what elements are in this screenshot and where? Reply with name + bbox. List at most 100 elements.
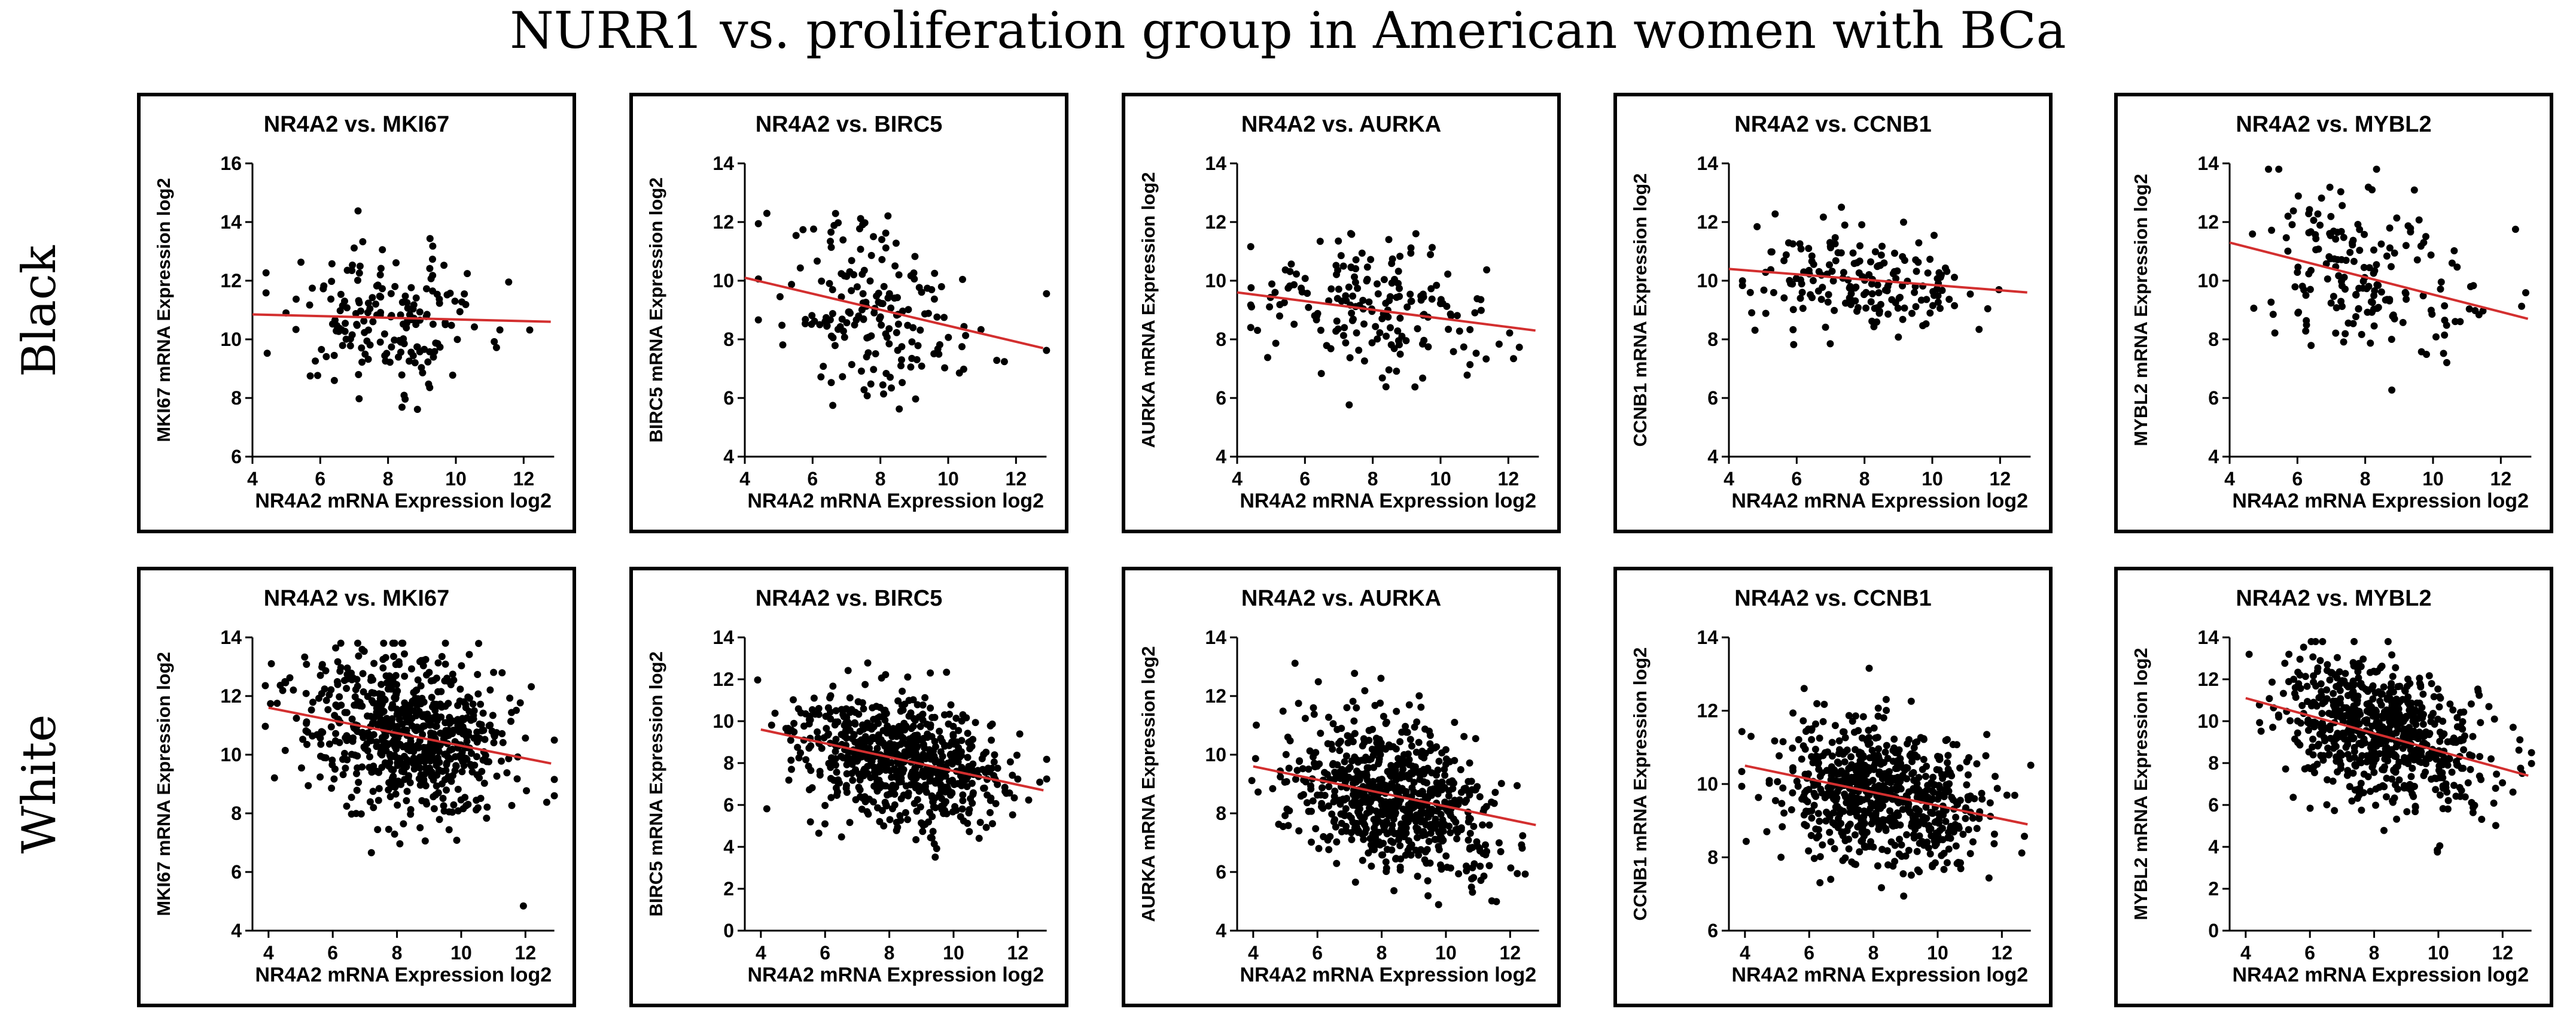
data-point <box>1405 701 1413 709</box>
data-point <box>309 284 316 292</box>
data-point <box>908 338 916 346</box>
data-point <box>2364 308 2371 316</box>
data-point <box>394 761 401 769</box>
data-point <box>1304 290 1311 297</box>
data-point <box>2333 674 2341 682</box>
data-point <box>2469 809 2477 816</box>
data-point <box>1424 795 1431 803</box>
data-point <box>1377 782 1385 789</box>
data-point <box>409 707 417 715</box>
data-point <box>357 810 365 818</box>
data-point <box>1471 309 1479 317</box>
data-point <box>1914 259 1922 266</box>
data-point <box>1814 760 1822 768</box>
data-point <box>2471 801 2478 809</box>
data-point <box>1333 317 1341 325</box>
data-point <box>493 772 501 780</box>
data-point <box>857 367 865 375</box>
x-tick-label: 10 <box>2422 468 2444 490</box>
data-point <box>1480 872 1488 880</box>
data-point <box>1388 279 1396 287</box>
data-point <box>2467 765 2474 773</box>
data-point <box>2318 195 2325 202</box>
points <box>1738 203 2003 348</box>
data-point <box>1351 273 1358 281</box>
data-point <box>412 727 420 734</box>
data-point <box>1924 785 1932 793</box>
data-point <box>2297 685 2304 692</box>
data-point <box>1427 251 1435 259</box>
data-point <box>392 690 400 698</box>
x-tick-label: 12 <box>1006 468 1027 490</box>
data-point <box>309 698 316 706</box>
data-point <box>432 791 440 799</box>
data-point <box>1390 887 1398 895</box>
data-point <box>2369 759 2377 767</box>
data-point <box>346 342 354 350</box>
data-point <box>2464 779 2472 786</box>
data-point <box>883 729 891 737</box>
y-axis-label: MKI67 mRNA Expression log2 <box>153 178 174 442</box>
data-point <box>2444 761 2452 769</box>
data-point <box>1360 320 1368 328</box>
data-point <box>1397 774 1405 782</box>
data-point <box>1867 258 1874 266</box>
data-point <box>911 765 919 773</box>
data-point <box>1421 725 1429 733</box>
data-point <box>2312 246 2320 254</box>
data-point <box>2380 714 2388 722</box>
data-point <box>2490 715 2498 723</box>
data-point <box>1951 302 1959 309</box>
data-point <box>2271 329 2279 337</box>
data-point <box>1354 790 1362 798</box>
data-point <box>2370 269 2377 277</box>
data-point <box>1852 297 1859 305</box>
data-point <box>848 287 855 294</box>
data-point <box>2441 302 2449 309</box>
y-tick-label: 14 <box>2197 627 2219 648</box>
data-point <box>2291 283 2299 291</box>
data-point <box>844 758 852 765</box>
data-point <box>2493 770 2501 778</box>
data-point <box>1797 245 1805 253</box>
data-point <box>787 736 794 744</box>
x-tick-label: 12 <box>1007 942 1029 964</box>
data-point <box>1874 704 1882 712</box>
data-point <box>334 680 342 688</box>
y-axis-label: AURKA mRNA Expression log2 <box>1138 172 1159 448</box>
data-point <box>1317 326 1324 334</box>
data-point <box>279 686 287 694</box>
data-point <box>1777 853 1785 861</box>
data-point <box>370 714 377 722</box>
data-point <box>420 698 428 706</box>
data-point <box>2485 703 2493 710</box>
data-point <box>1774 778 1782 786</box>
points <box>754 209 1051 413</box>
y-tick-label: 12 <box>220 270 242 291</box>
x-axis-label: NR4A2 mRNA Expression log2 <box>1240 490 1536 512</box>
data-point <box>2438 769 2446 777</box>
data-point <box>1444 807 1451 815</box>
data-point <box>2401 686 2408 694</box>
data-point <box>415 775 423 783</box>
data-point <box>1394 755 1402 762</box>
data-point <box>1816 734 1823 742</box>
data-point <box>1466 791 1473 799</box>
data-point <box>2432 333 2440 341</box>
data-point <box>391 723 398 731</box>
data-point <box>1310 710 1318 718</box>
data-point <box>1469 844 1476 851</box>
data-point <box>343 304 351 312</box>
data-point <box>826 279 833 287</box>
data-point <box>893 770 900 777</box>
data-point <box>464 270 471 278</box>
data-point <box>1929 302 1936 309</box>
data-point <box>1463 371 1471 379</box>
data-point <box>2383 793 2390 801</box>
data-point <box>408 665 415 673</box>
data-point <box>806 818 814 826</box>
data-point <box>919 740 927 748</box>
data-point <box>1855 806 1862 814</box>
data-point <box>1748 309 1756 317</box>
data-point <box>1415 692 1423 700</box>
